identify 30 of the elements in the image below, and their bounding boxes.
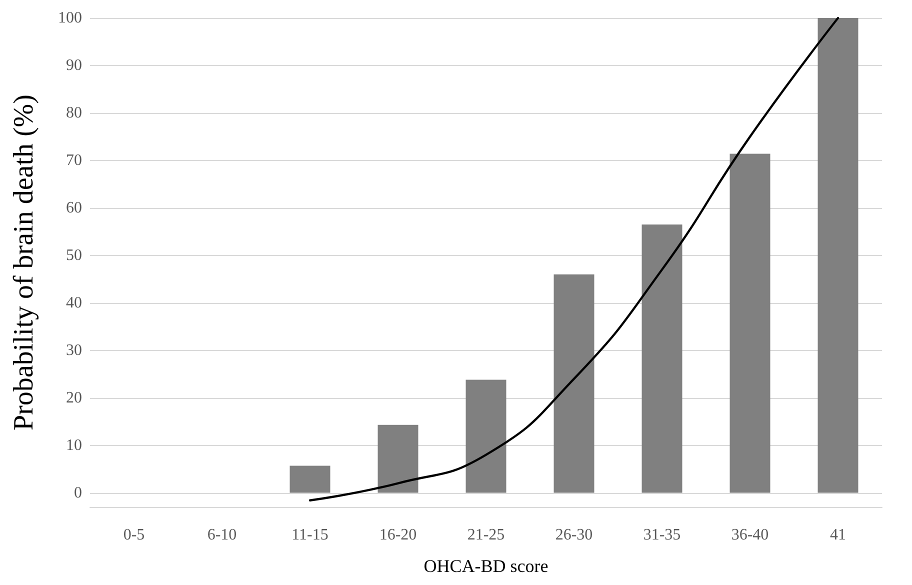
y-axis-title: Probability of brain death (%) — [8, 94, 40, 430]
x-axis-title: OHCA-BD score — [424, 556, 548, 576]
y-tick-label: 50 — [66, 246, 82, 264]
x-tick-label: 6-10 — [207, 526, 237, 544]
x-tick-label: 36-40 — [731, 526, 769, 544]
y-tick-label: 100 — [58, 10, 82, 26]
x-tick-label: 16-20 — [379, 526, 417, 544]
x-tick-label: 41 — [830, 526, 846, 544]
y-tick-label: 10 — [66, 436, 82, 454]
bar — [554, 274, 594, 493]
x-tick-label: 26-30 — [555, 526, 593, 544]
x-tick-label: 0-5 — [123, 526, 145, 544]
bar — [818, 18, 858, 493]
y-tick-label: 0 — [74, 484, 82, 502]
y-tick-label: 90 — [66, 56, 82, 74]
bar — [466, 380, 506, 493]
y-tick-label: 70 — [66, 152, 82, 169]
line-series — [308, 16, 840, 502]
y-tick-label: 60 — [66, 199, 82, 216]
y-tick-label: 80 — [66, 104, 82, 122]
x-tick-label: 31-35 — [643, 526, 681, 544]
bar — [730, 154, 770, 493]
x-tick-label: 11-15 — [292, 526, 328, 544]
bar — [642, 224, 682, 493]
bar — [290, 466, 330, 493]
y-tick-label: 30 — [66, 342, 82, 359]
x-tick-label: 21-25 — [467, 526, 505, 544]
y-tick-label: 20 — [66, 389, 82, 406]
bar — [378, 424, 418, 493]
y-tick-label: 40 — [66, 294, 82, 312]
